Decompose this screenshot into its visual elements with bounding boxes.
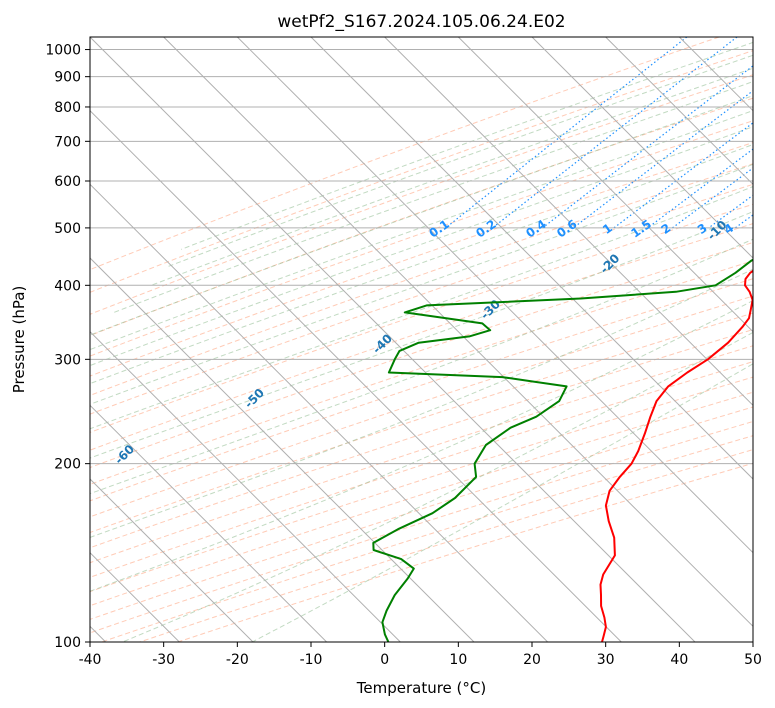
dry-adiabat-line — [90, 37, 720, 271]
x-tick-label: 10 — [449, 652, 467, 668]
dry-adiabat-line — [90, 50, 753, 293]
mixing-ratio-label: 6 — [760, 221, 775, 237]
dry-adiabat-line — [90, 260, 753, 485]
moist-adiabat-line — [90, 299, 753, 592]
mixing-ratio-line — [672, 167, 753, 229]
dry-adiabat-line — [90, 142, 753, 377]
dry-adiabat-line — [90, 329, 753, 549]
dewpoint-line — [372, 258, 753, 642]
isotherm-line — [90, 478, 254, 642]
isotherm-label: -50 — [242, 386, 267, 411]
dry-adiabat-line — [90, 312, 753, 534]
mixing-ratio-label: 4 — [721, 221, 736, 237]
isotherm-label: -30 — [478, 297, 503, 322]
plot-area: -100-90-80-70-60-50-40-30-20-100.10.20.4… — [0, 37, 775, 642]
mixing-ratio-label: 1 — [600, 221, 615, 237]
dry-adiabat-line — [90, 295, 753, 518]
y-tick-label: 900 — [54, 70, 81, 86]
isotherm-label: -40 — [370, 331, 395, 356]
mixing-ratio-label: 2 — [659, 221, 674, 237]
isotherm-line — [90, 330, 401, 642]
isotherm-line — [236, 37, 753, 554]
y-tick-label: 1000 — [45, 43, 81, 59]
moist-adiabat-line — [113, 81, 753, 313]
moist-adiabat-line — [90, 110, 753, 351]
moist-adiabat-line — [90, 143, 753, 385]
y-tick-label: 700 — [54, 134, 81, 150]
x-tick-label: -10 — [300, 652, 323, 668]
chart-title: wetPf2_S167.2024.105.06.24.E02 — [277, 12, 565, 32]
x-tick-label: -20 — [226, 652, 249, 668]
isotherm-line — [457, 37, 753, 333]
dry-adiabat-line — [90, 345, 753, 564]
mixing-ratio-lines — [445, 37, 753, 229]
isotherm-line — [163, 37, 753, 628]
moist-adiabat-line — [151, 67, 753, 286]
mixing-ratio-line — [492, 37, 738, 229]
mixing-ratio-line — [613, 122, 753, 229]
isotherm-line — [605, 37, 753, 186]
mixing-ratio-line — [572, 89, 753, 229]
moist-adiabat-line — [167, 54, 753, 268]
y-tick-label: 300 — [54, 352, 81, 368]
isotherm-line — [90, 257, 475, 642]
isotherm-line — [90, 183, 549, 642]
x-tick-label: 40 — [670, 652, 688, 668]
temperature-line — [599, 269, 753, 642]
x-axis-label: Temperature (°C) — [356, 679, 486, 697]
y-tick-label: 600 — [54, 174, 81, 190]
x-axis-ticks: -40 -30 -20 -10 0 10 20 30 40 50 — [79, 642, 762, 668]
mixing-ratio-label: 0.1 — [426, 217, 451, 241]
x-tick-label: -40 — [79, 652, 102, 668]
mixing-ratio-label: 0.6 — [554, 217, 579, 241]
y-axis-ticks: 100 200 300 400 500 600 700 800 900 1000 — [45, 43, 90, 651]
pressure-gridlines — [90, 49, 753, 642]
isotherm-line — [90, 109, 622, 642]
moist-adiabat-line — [181, 41, 753, 250]
x-tick-label: 50 — [744, 652, 762, 668]
mixing-ratio-label: 0.4 — [523, 217, 548, 241]
isotherm-line — [90, 404, 328, 642]
y-tick-label: 800 — [54, 100, 81, 116]
dry-adiabat-line — [90, 163, 753, 396]
mixing-ratio-line — [542, 65, 753, 229]
moist-adiabat-line — [251, 363, 753, 642]
x-tick-label: 0 — [380, 652, 389, 668]
dry-adiabat-line — [90, 278, 753, 502]
moist-adiabats — [90, 41, 753, 642]
y-tick-label: 500 — [54, 221, 81, 237]
isotherm-label: -70 — [0, 493, 12, 518]
moist-adiabat-line — [122, 331, 753, 642]
y-axis-label: Pressure (hPa) — [10, 286, 28, 394]
x-tick-label: -30 — [152, 652, 175, 668]
isotherm-line — [752, 37, 753, 38]
mixing-ratio-line — [445, 37, 688, 229]
dry-adiabat-line — [90, 376, 753, 593]
dry-adiabat-line — [90, 241, 753, 469]
isotherm-line — [531, 37, 753, 259]
y-tick-label: 100 — [54, 635, 81, 651]
x-tick-label: 30 — [597, 652, 615, 668]
isotherm-line — [90, 37, 696, 642]
moist-adiabat-line — [90, 186, 753, 430]
plot-frame — [89, 36, 754, 643]
moist-adiabat-line — [90, 238, 753, 495]
y-tick-label: 400 — [54, 278, 81, 294]
isotherm-line — [310, 37, 753, 480]
dry-adiabats — [90, 37, 753, 642]
dry-adiabat-line — [90, 391, 753, 607]
mixing-ratio-line — [734, 214, 753, 229]
isotherm-line — [384, 37, 753, 407]
mixing-ratio-label: 1.5 — [629, 217, 654, 241]
x-tick-label: 20 — [523, 652, 541, 668]
isotherm-line — [678, 37, 753, 112]
dry-adiabat-line — [90, 223, 753, 451]
y-tick-label: 200 — [54, 457, 81, 473]
skewed-isotherms — [90, 37, 753, 642]
moist-adiabat-line — [90, 126, 753, 367]
moist-adiabat-line — [90, 95, 753, 336]
dry-adiabat-line — [90, 361, 753, 578]
profile-series — [372, 258, 753, 642]
